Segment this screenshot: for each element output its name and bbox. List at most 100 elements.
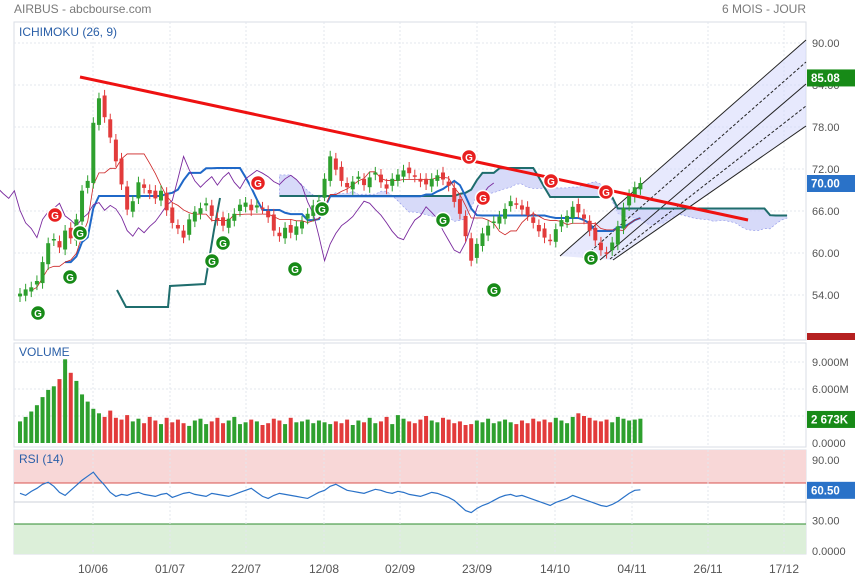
date-axis-tick: 23/09 xyxy=(462,562,492,576)
sell-signal-marker xyxy=(542,172,560,190)
volume-bar xyxy=(514,424,519,443)
date-axis-tick: 17/12 xyxy=(769,562,799,576)
volume-bar xyxy=(452,423,457,443)
volume-bar xyxy=(497,421,502,443)
channel-line xyxy=(559,39,807,257)
buy-signal-marker xyxy=(203,252,221,270)
volume-bar xyxy=(119,419,124,443)
candle-body xyxy=(249,204,254,211)
volume-axis-tick: 0.0000 xyxy=(812,438,846,450)
volume-bar xyxy=(429,420,434,443)
sell-signal-marker xyxy=(46,206,64,224)
candle-body xyxy=(300,221,304,229)
trendline xyxy=(79,75,749,222)
candle-body xyxy=(57,241,62,248)
candle-body xyxy=(508,201,513,207)
volume-bar xyxy=(147,416,152,443)
candle-body xyxy=(435,175,440,181)
senkou-tail-line xyxy=(116,197,221,308)
price-axis-tick: 60.00 xyxy=(812,248,840,260)
candle-body xyxy=(283,227,288,239)
buy-signal-marker xyxy=(71,224,89,242)
volume-bar xyxy=(237,424,242,443)
volume-bar xyxy=(531,418,536,443)
volume-bar xyxy=(243,422,248,443)
candle-body xyxy=(85,180,90,188)
candle-body xyxy=(108,119,113,138)
volume-bar xyxy=(288,417,293,443)
volume-bar xyxy=(570,416,575,443)
candle-body xyxy=(531,217,536,223)
candle-body xyxy=(587,220,592,231)
volume-bar xyxy=(311,423,316,443)
volume-bar xyxy=(170,422,175,443)
volume-bar xyxy=(283,424,288,443)
volume-bar xyxy=(390,424,395,443)
candle-body xyxy=(519,205,524,210)
volume-bar xyxy=(294,422,299,443)
volume-bar xyxy=(565,423,570,443)
buy-signal-marker xyxy=(485,281,503,299)
volume-bar xyxy=(209,421,214,443)
candle-body xyxy=(266,211,271,218)
price-badge-high: 85.08 xyxy=(811,73,840,85)
date-axis-tick: 22/07 xyxy=(231,562,261,576)
candle-body xyxy=(356,176,361,179)
volume-bar xyxy=(491,423,496,443)
volume-bar xyxy=(29,411,34,443)
volume-bar xyxy=(125,415,130,443)
volume-bar xyxy=(587,417,592,443)
volume-bar xyxy=(102,416,107,443)
price-badge-high-bg xyxy=(807,69,855,87)
candle-body xyxy=(486,225,491,236)
candle-body xyxy=(576,204,581,213)
candle-body xyxy=(294,226,299,235)
chart-period: 6 MOIS - JOUR xyxy=(722,2,806,16)
candle-body xyxy=(328,156,333,181)
sell-signal-marker xyxy=(249,174,267,192)
rsi-axis-tick: 0.0000 xyxy=(812,546,846,558)
volume-bar xyxy=(503,419,508,443)
candle-body xyxy=(136,182,141,199)
signal-glyph: G xyxy=(291,265,299,276)
candle-body xyxy=(373,172,378,175)
candle-body xyxy=(159,190,163,201)
rsi-line xyxy=(19,471,641,514)
volume-bar xyxy=(153,420,158,443)
candle-body xyxy=(559,220,564,227)
volume-bar xyxy=(604,419,609,443)
channel-line xyxy=(609,105,807,260)
signal-glyph: G xyxy=(254,179,262,190)
rsi-badge-bg xyxy=(807,481,855,499)
volume-bar xyxy=(96,413,101,443)
volume-bar xyxy=(18,421,22,443)
signal-glyph: G xyxy=(51,211,59,222)
volume-bar xyxy=(632,419,637,443)
volume-bar xyxy=(345,419,350,443)
candle-body xyxy=(378,174,383,183)
candle-body xyxy=(175,225,180,229)
signal-glyph: G xyxy=(208,257,216,268)
volume-bar xyxy=(378,421,383,443)
volume-bar xyxy=(159,424,163,443)
volume-bar xyxy=(474,420,479,443)
volume-bar xyxy=(480,422,485,443)
volume-bar xyxy=(113,417,118,443)
volume-bar xyxy=(300,421,304,443)
volume-bar xyxy=(621,418,626,443)
volume-bar xyxy=(446,419,451,443)
volume-bar xyxy=(407,421,412,443)
volume-bar xyxy=(598,421,603,443)
buy-signal-marker xyxy=(286,260,304,278)
volume-bar xyxy=(322,422,327,443)
candle-body xyxy=(18,293,22,297)
volume-bar xyxy=(576,413,581,443)
candle-body xyxy=(243,202,248,207)
volume-bar xyxy=(548,422,553,443)
volume-bar xyxy=(350,425,355,443)
buy-signal-marker xyxy=(582,249,600,267)
candle-body xyxy=(565,215,570,223)
candle-body xyxy=(113,139,118,162)
volume-bar xyxy=(418,419,423,443)
candle-body xyxy=(164,192,169,211)
